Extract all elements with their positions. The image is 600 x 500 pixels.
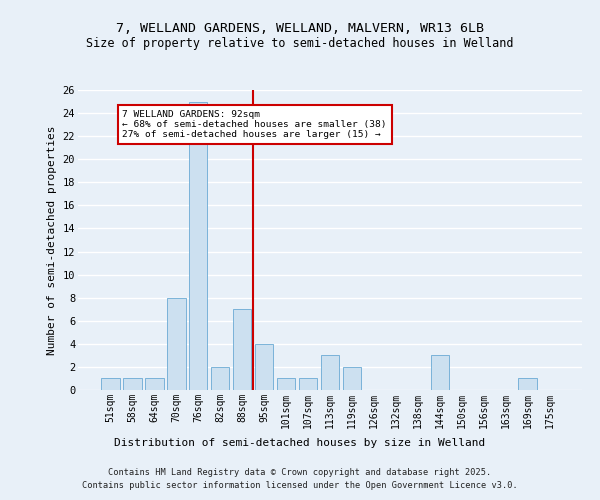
Text: Contains HM Land Registry data © Crown copyright and database right 2025.: Contains HM Land Registry data © Crown c… [109,468,491,477]
Bar [167,298,185,390]
Bar [518,378,537,390]
Bar [101,378,119,390]
Bar [431,356,449,390]
Bar [189,102,208,390]
Bar [233,309,251,390]
Bar [255,344,274,390]
Bar [123,378,142,390]
Bar [277,378,295,390]
Y-axis label: Number of semi-detached properties: Number of semi-detached properties [47,125,57,355]
Bar [211,367,229,390]
Bar [299,378,317,390]
Text: 7, WELLAND GARDENS, WELLAND, MALVERN, WR13 6LB: 7, WELLAND GARDENS, WELLAND, MALVERN, WR… [116,22,484,36]
Bar [343,367,361,390]
Text: Size of property relative to semi-detached houses in Welland: Size of property relative to semi-detach… [86,38,514,51]
Text: Contains public sector information licensed under the Open Government Licence v3: Contains public sector information licen… [82,480,518,490]
Text: Distribution of semi-detached houses by size in Welland: Distribution of semi-detached houses by … [115,438,485,448]
Bar [145,378,164,390]
Bar [320,356,340,390]
Text: 7 WELLAND GARDENS: 92sqm
← 68% of semi-detached houses are smaller (38)
27% of s: 7 WELLAND GARDENS: 92sqm ← 68% of semi-d… [122,110,387,140]
